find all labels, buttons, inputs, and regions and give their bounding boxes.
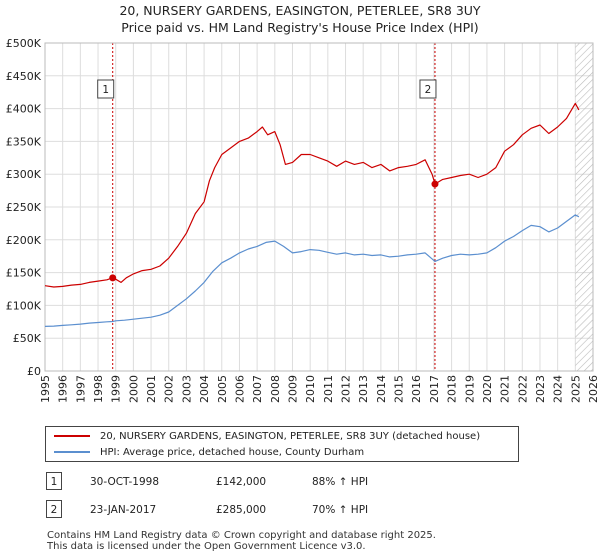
x-tick-label: 2021	[499, 375, 512, 403]
x-tick-label: 2008	[269, 375, 282, 403]
x-tick-label: 2012	[340, 375, 353, 403]
x-tick-label: 1998	[92, 375, 105, 403]
y-tick-label: £500K	[6, 37, 42, 50]
x-tick-label: 2017	[428, 375, 441, 403]
sale-point	[431, 180, 439, 188]
sale-date: 30-OCT-1998	[90, 476, 159, 488]
x-tick-label: 1995	[39, 375, 52, 403]
sale-date: 23-JAN-2017	[90, 504, 157, 516]
series-line-hpi	[44, 214, 580, 327]
sale-price: £285,000	[216, 504, 267, 516]
legend-label-property: 20, NURSERY GARDENS, EASINGTON, PETERLEE…	[100, 431, 481, 442]
sale-price: £142,000	[216, 476, 267, 488]
footer-line-2: This data is licensed under the Open Gov…	[47, 540, 366, 552]
chart-title: 20, NURSERY GARDENS, EASINGTON, PETERLEE…	[0, 2, 600, 36]
x-tick-label: 2005	[216, 375, 229, 403]
x-tick-label: 2023	[534, 375, 547, 403]
sale-label-box: 1	[97, 79, 115, 99]
footer-attribution: Contains HM Land Registry data © Crown c…	[47, 530, 587, 552]
sale-badge: 2	[46, 500, 62, 518]
x-tick-label: 2002	[163, 375, 176, 403]
sale-point	[109, 274, 117, 282]
x-tick-label: 2024	[552, 375, 565, 403]
title-line-1: 20, NURSERY GARDENS, EASINGTON, PETERLEE…	[119, 3, 481, 18]
legend-swatch-property	[54, 435, 90, 437]
x-tick-label: 2025	[569, 375, 582, 403]
x-tick-label: 2026	[587, 375, 600, 403]
legend-swatch-hpi	[54, 451, 90, 453]
sale-hpi-change: 70% ↑ HPI	[312, 504, 369, 516]
footer-line-1: Contains HM Land Registry data © Crown c…	[47, 530, 436, 541]
x-tick-label: 2009	[286, 375, 299, 403]
sale-label-box: 2	[419, 79, 437, 99]
y-tick-label: £150K	[6, 267, 42, 280]
sale-label-frame	[97, 79, 115, 99]
sale-label-text: 1	[102, 84, 109, 96]
y-tick-label: £300K	[6, 168, 42, 181]
x-tick-label: 2006	[233, 375, 246, 403]
x-tick-label: 2001	[145, 375, 158, 403]
sale-hpi-change: 88% ↑ HPI	[312, 476, 369, 488]
x-tick-label: 1997	[74, 375, 87, 403]
plot-frame	[44, 42, 594, 372]
x-tick-label: 2020	[481, 375, 494, 403]
sale-badge: 1	[46, 472, 62, 490]
title-line-2: Price paid vs. HM Land Registry's House …	[121, 20, 479, 35]
x-tick-label: 2007	[251, 375, 264, 403]
chart-legend: 20, NURSERY GARDENS, EASINGTON, PETERLEE…	[45, 426, 519, 462]
y-tick-label: £100K	[6, 299, 42, 312]
price-chart: 1 2 £0 £50K £100K £150K £200K £250K £300K £350K £4…	[6, 37, 600, 403]
x-tick-label: 2022	[516, 375, 529, 403]
x-tick-label: 1999	[110, 375, 123, 403]
x-tick-label: 2003	[180, 375, 193, 403]
sale-label-text: 2	[425, 84, 432, 96]
legend-item-hpi: HPI: Average price, detached house, Coun…	[54, 445, 364, 461]
y-tick-label: £350K	[6, 135, 42, 148]
legend-label-hpi: HPI: Average price, detached house, Coun…	[100, 447, 365, 458]
x-tick-label: 2016	[410, 375, 423, 403]
y-tick-label: £0	[27, 365, 41, 378]
x-tick-label: 2019	[463, 375, 476, 403]
x-tick-label: 2000	[127, 375, 140, 403]
x-tick-label: 1996	[57, 375, 70, 403]
x-tick-label: 2013	[357, 375, 370, 403]
x-tick-label: 2018	[446, 375, 459, 403]
x-tick-label: 2004	[198, 375, 211, 403]
x-tick-label: 2014	[375, 375, 388, 403]
x-tick-label: 2010	[304, 375, 317, 403]
sale-label-frame	[419, 79, 437, 99]
y-tick-label: £250K	[6, 201, 42, 214]
y-tick-label: £400K	[6, 103, 42, 116]
x-tick-label: 2015	[393, 375, 406, 403]
y-tick-label: £200K	[6, 234, 42, 247]
future-region	[575, 43, 593, 371]
y-tick-label: £450K	[6, 70, 42, 83]
series-line-property	[44, 102, 580, 288]
y-tick-label: £50K	[13, 332, 42, 345]
x-tick-label: 2011	[322, 375, 335, 403]
legend-item-property: 20, NURSERY GARDENS, EASINGTON, PETERLEE…	[54, 429, 480, 445]
